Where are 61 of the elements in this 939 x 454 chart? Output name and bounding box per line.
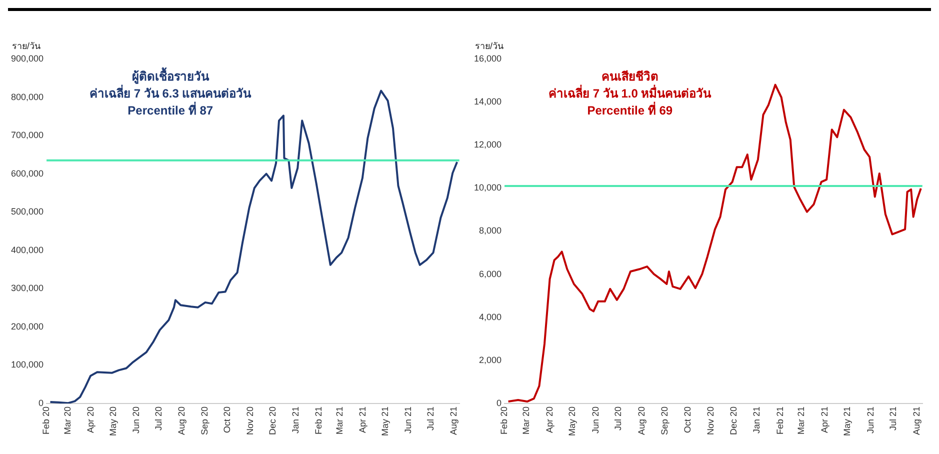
x-tick-label: Jan 21 bbox=[752, 406, 762, 434]
x-tick-label: Mar 20 bbox=[62, 406, 73, 434]
x-tick-label: May 20 bbox=[566, 406, 577, 436]
x-tick-label: Nov 20 bbox=[706, 406, 716, 436]
x-tick-label: Jun 20 bbox=[131, 406, 142, 434]
y-tick-label: 800,000 bbox=[10, 92, 44, 102]
y-tick-label: 10,000 bbox=[474, 182, 502, 193]
x-tick-label: Mar 21 bbox=[796, 406, 806, 434]
text: ผู้ติดเชื้อรายวัน ค่าเฉลี่ย 7 วัน 6.3 แสนคนต่อวัน Percentile ที่ 87 bbox=[90, 66, 252, 118]
x-tick-label: Jul 21 bbox=[425, 406, 436, 431]
y-tick-label: 8,000 bbox=[478, 226, 502, 236]
text: คนเสียชีวิต ค่าเฉลี่ย 7 วัน 1.0 หมื่นคนต่อวัน Percentile ที่ 69 bbox=[548, 69, 712, 118]
x-tick-label: Feb 20 bbox=[41, 406, 52, 435]
x-tick-label: Feb 21 bbox=[314, 406, 324, 435]
y-tick-label: 200,000 bbox=[10, 321, 44, 332]
x-tick-label: Sep 20 bbox=[660, 406, 670, 436]
x-tick-label: Mar 21 bbox=[334, 406, 345, 434]
x-tick-label: May 20 bbox=[108, 406, 118, 436]
x-tick-label: Apr 21 bbox=[820, 406, 830, 434]
y-tick-label: 0 bbox=[38, 398, 44, 408]
x-tick-label: Dec 20 bbox=[268, 406, 278, 436]
y-tick-label: 14,000 bbox=[474, 96, 502, 107]
x-tick-label: Sep 20 bbox=[200, 406, 210, 436]
x-tick-label: Apr 20 bbox=[544, 406, 554, 434]
x-tick-label: Apr 20 bbox=[86, 406, 96, 434]
x-tick-label: Jun 21 bbox=[403, 406, 414, 434]
x-tick-label: Nov 20 bbox=[245, 406, 256, 436]
y-tick-label: 2,000 bbox=[478, 354, 502, 365]
y-tick-label: 500,000 bbox=[10, 206, 44, 217]
x-tick-label: Jun 20 bbox=[590, 406, 600, 434]
y-tick-label: 16,000 bbox=[474, 53, 502, 64]
x-tick-label: Jul 21 bbox=[888, 406, 898, 431]
y-tick-label: 6,000 bbox=[478, 268, 502, 279]
x-tick-label: Mar 20 bbox=[520, 406, 531, 434]
x-tick-label: Feb 20 bbox=[499, 406, 510, 435]
x-tick-label: Aug 20 bbox=[636, 406, 646, 436]
y-tick-label: 600,000 bbox=[10, 168, 44, 178]
y-tick-label: 4,000 bbox=[478, 312, 502, 322]
y-tick-label: 700,000 bbox=[10, 130, 44, 140]
x-tick-label: Aug 21 bbox=[912, 406, 922, 436]
x-tick-label: Jan 21 bbox=[290, 406, 301, 434]
x-tick-label: Aug 20 bbox=[176, 406, 187, 436]
x-tick-label: Oct 20 bbox=[682, 406, 692, 433]
x-tick-label: Oct 20 bbox=[222, 406, 232, 433]
x-tick-label: Feb 21 bbox=[775, 406, 786, 435]
y-tick-label: 100,000 bbox=[10, 360, 44, 370]
y-tick-label: 300,000 bbox=[10, 283, 44, 294]
x-tick-label: Jul 20 bbox=[612, 406, 623, 431]
y-tick-label: 900,000 bbox=[10, 53, 44, 64]
x-tick-label: Dec 20 bbox=[728, 406, 738, 436]
x-tick-label: May 21 bbox=[380, 406, 390, 436]
x-tick-label: May 21 bbox=[842, 406, 852, 436]
y-tick-label: 12,000 bbox=[474, 140, 502, 150]
y-axis-title: ราย/วัน bbox=[475, 40, 504, 51]
y-axis-title: ราย/วัน bbox=[12, 40, 41, 51]
x-tick-label: Aug 21 bbox=[448, 406, 459, 436]
y-tick-label: 0 bbox=[496, 398, 502, 408]
x-tick-label: Apr 21 bbox=[358, 406, 368, 434]
x-tick-label: Jul 20 bbox=[154, 406, 164, 431]
y-tick-label: 400,000 bbox=[10, 244, 44, 255]
x-tick-label: Jun 21 bbox=[866, 406, 876, 434]
